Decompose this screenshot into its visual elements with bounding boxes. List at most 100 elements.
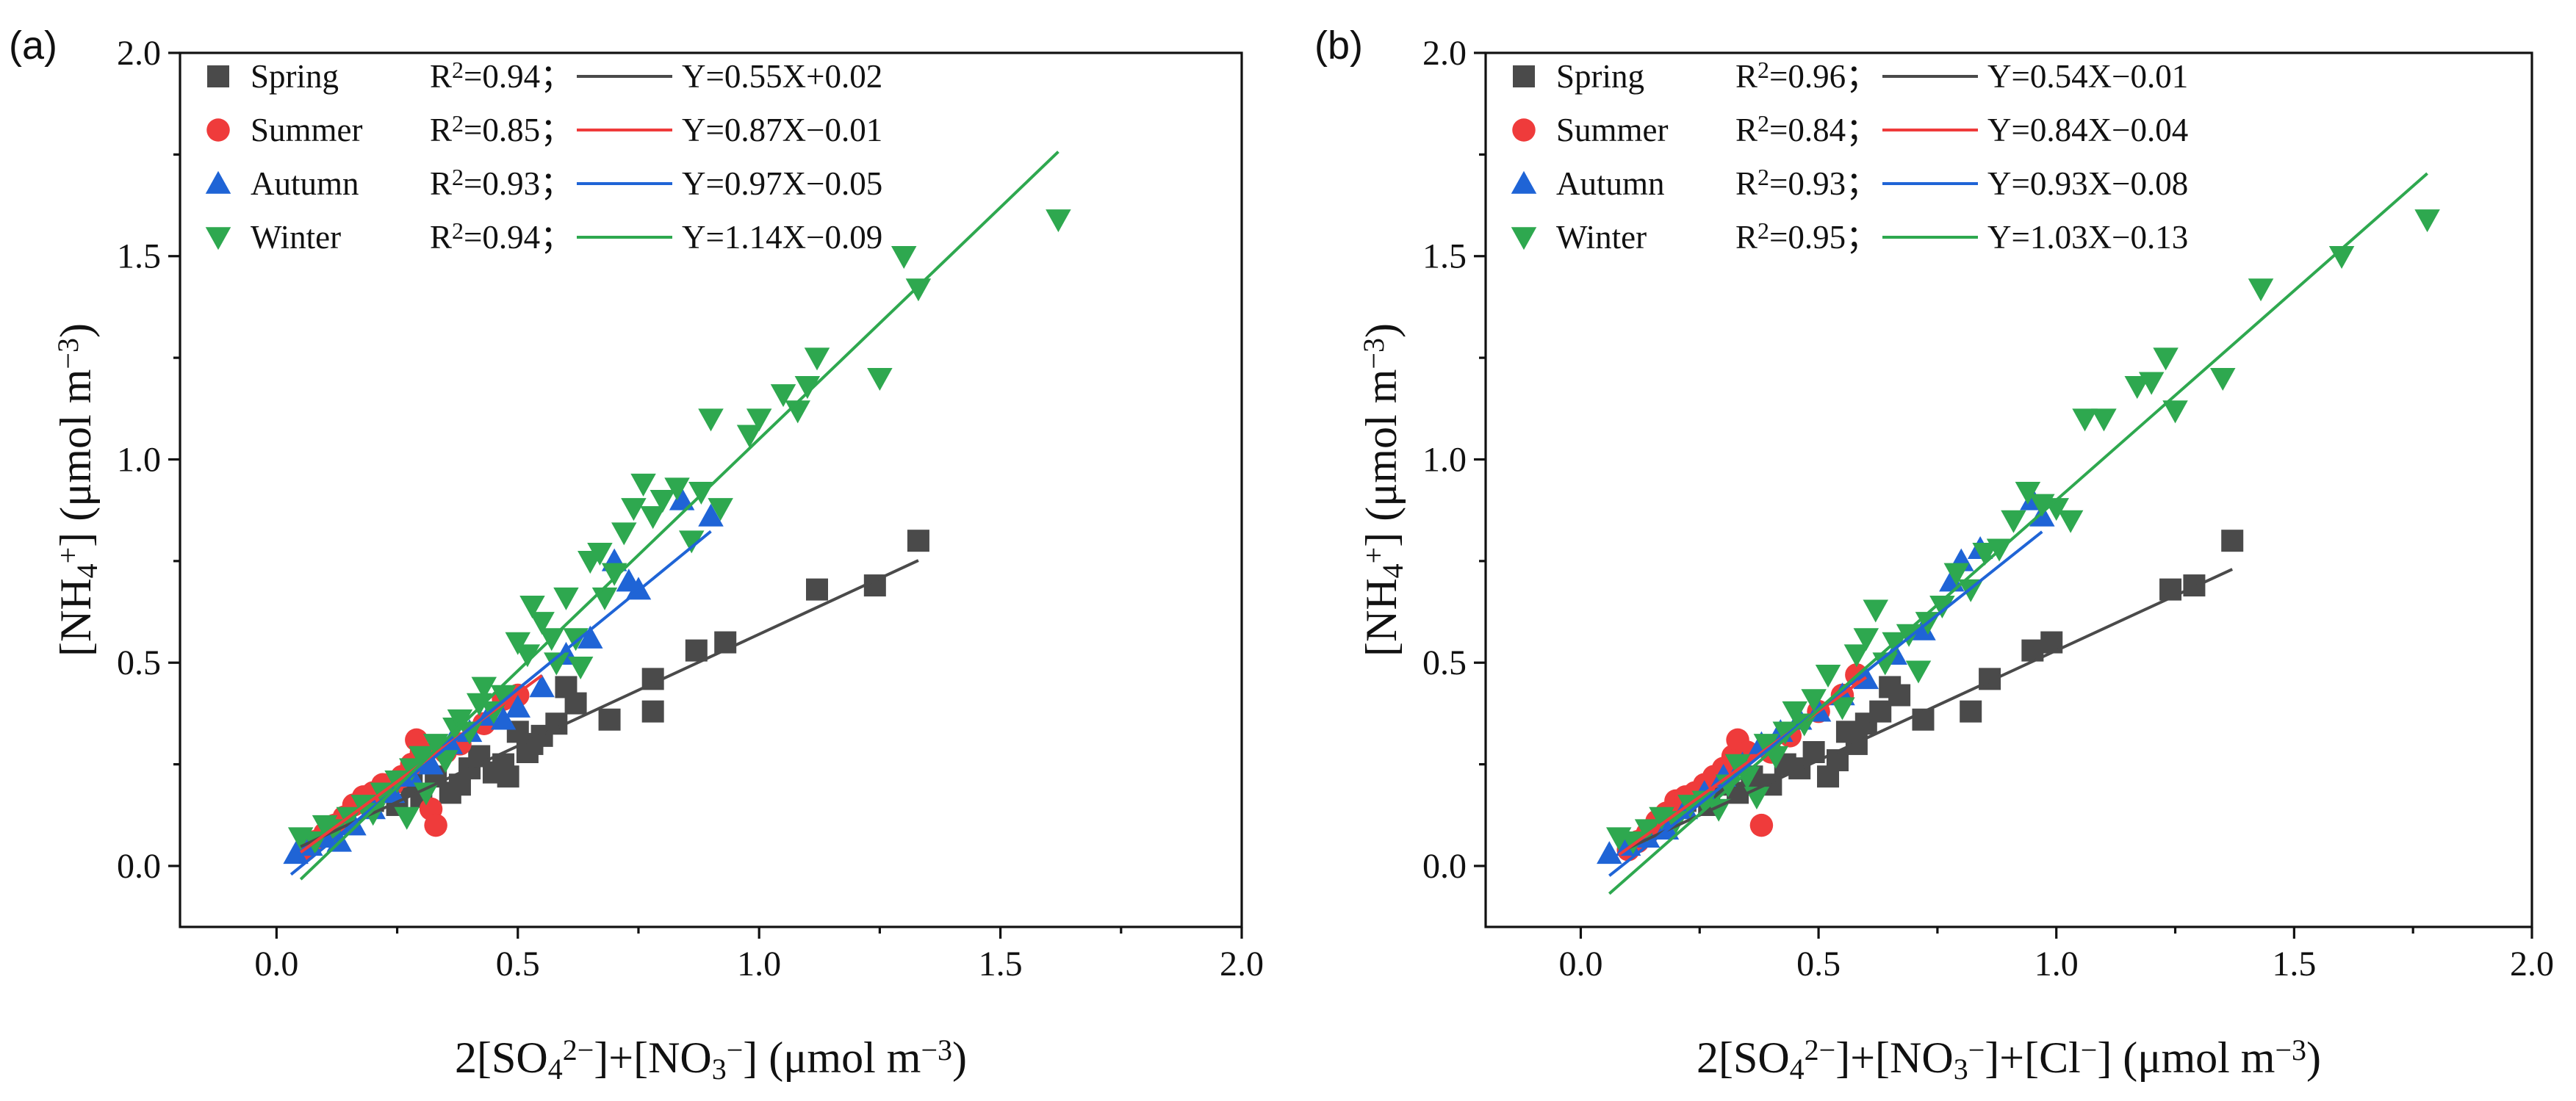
autumn-point: [505, 694, 531, 718]
legend-r2-autumn-part: =0.93；: [464, 165, 573, 202]
winter-point: [1830, 697, 1855, 721]
x-tick-label: 0.5: [1796, 945, 1841, 983]
legend-r2-autumn: R2=0.93；: [1735, 164, 1879, 202]
panel-label: (b): [1314, 24, 1363, 68]
y-axis-title-part: ] (μmol m: [1357, 369, 1406, 547]
y-tick-label: 0.5: [117, 643, 161, 682]
winter-point: [794, 376, 821, 400]
winter-point: [544, 652, 569, 676]
summer-point: [424, 813, 447, 837]
winter-point: [1046, 209, 1071, 233]
winter-point: [804, 347, 830, 371]
spring-point: [907, 530, 929, 552]
spring-point: [685, 639, 708, 662]
legend-equation-spring: Y=0.54X−0.01: [1987, 58, 2188, 95]
autumn-point: [669, 487, 695, 510]
winter-point: [1853, 628, 1879, 651]
x-tick-label: 2.0: [2510, 945, 2554, 983]
panel-b: 0.00.00.50.51.01.01.51.52.02.0(b)2[SO42−…: [1314, 24, 2554, 1086]
x-axis-title-part: −: [727, 1033, 744, 1066]
x-tick-label: 2.0: [1220, 945, 1264, 983]
winter-point: [1791, 713, 1817, 737]
plot-frame: [1484, 51, 2533, 928]
winter-point: [466, 693, 492, 716]
winter-point: [394, 806, 420, 830]
winter-point: [505, 632, 531, 655]
y-axis-title-part: [NH: [51, 578, 100, 657]
legend-equation-summer: Y=0.87X−0.01: [682, 112, 882, 148]
legend-r2-summer-part: 2: [452, 110, 464, 137]
y-tick-label: 1.5: [117, 237, 161, 276]
x-tick-label: 1.5: [2272, 945, 2316, 983]
y-axis-title-part: [NH: [1357, 578, 1406, 657]
winter-point: [1972, 542, 1998, 566]
y-axis-title-part: +: [51, 547, 84, 564]
legend-r2-winter-part: R: [1735, 219, 1757, 256]
series-spring: [361, 530, 929, 816]
winter-point: [1801, 689, 1827, 712]
legend-r2-summer-part: =0.84；: [1769, 112, 1879, 148]
winter-point: [456, 721, 483, 745]
winter-point: [587, 542, 613, 566]
winter-point: [1782, 701, 1807, 724]
x-axis-title: 2[SO42−]+[NO3−] (μmol m−3): [455, 1033, 967, 1086]
winter-point: [746, 408, 772, 432]
spring-point: [641, 700, 664, 723]
winter-point: [1724, 754, 1751, 777]
winter-point: [640, 506, 666, 530]
winter-point: [1753, 734, 1780, 757]
x-axis-title-part: ]+[NO: [1835, 1033, 1953, 1082]
y-axis-title-part: −3: [1357, 338, 1390, 369]
winter-point: [2248, 278, 2274, 302]
series-winter: [1605, 209, 2440, 855]
winter-point: [409, 746, 434, 769]
legend-equation-summer: Y=0.84X−0.04: [1987, 112, 2188, 148]
winter-point: [422, 734, 449, 757]
x-axis-title-part: ): [952, 1033, 967, 1082]
autumn-point: [529, 674, 555, 698]
winter-point: [891, 245, 917, 269]
x-axis-title-part: ]+[NO: [594, 1033, 711, 1082]
winter-point: [736, 425, 763, 448]
legend-r2-winter: R2=0.94；: [430, 217, 573, 256]
winter-point: [2153, 347, 2179, 371]
winter-point: [433, 750, 458, 773]
winter-point: [563, 628, 589, 651]
legend-r2-summer-part: =0.85；: [464, 112, 573, 148]
x-axis-title-part: 4: [1790, 1053, 1805, 1086]
legend-r2-summer-part: R: [430, 112, 452, 148]
winter-point: [650, 490, 676, 513]
spring-point: [2221, 530, 2244, 552]
legend-r2-spring-part: =0.94；: [464, 58, 573, 95]
winter-fit-line: [1608, 172, 2428, 895]
legend-r2-winter: R2=0.95；: [1735, 217, 1879, 256]
legend-r2-autumn-part: 2: [1757, 164, 1769, 190]
summer-point: [1749, 813, 1774, 837]
y-tick-label: 1.0: [117, 440, 161, 479]
winter-point: [1772, 721, 1799, 745]
winter-point: [708, 498, 733, 521]
winter-point: [553, 587, 579, 610]
winter-point: [471, 676, 497, 700]
spring-point: [1869, 700, 1892, 723]
x-axis-title-part: 3: [1954, 1053, 1968, 1086]
y-axis-title-part: ): [51, 323, 100, 338]
winter-point: [1620, 831, 1646, 855]
winter-point: [621, 498, 647, 521]
winter-point: [413, 782, 439, 806]
legend-marker-spring: [1513, 65, 1535, 87]
y-axis-title-part: 4: [1376, 563, 1409, 578]
y-tick-label: 0.0: [117, 847, 161, 886]
x-axis-title: 2[SO42−]+[NO3−]+[Cl−] (μmol m−3): [1697, 1033, 2321, 1086]
autumn-fit-line: [289, 530, 712, 876]
legend-r2-winter-part: =0.95；: [1769, 219, 1879, 256]
legend-name-spring: Spring: [251, 58, 339, 95]
legend-r2-spring-part: 2: [1757, 57, 1769, 83]
autumn-point: [698, 503, 724, 527]
y-tick-label: 1.5: [1422, 237, 1467, 276]
winter-point: [1905, 660, 1932, 684]
winter-point: [2210, 367, 2236, 391]
